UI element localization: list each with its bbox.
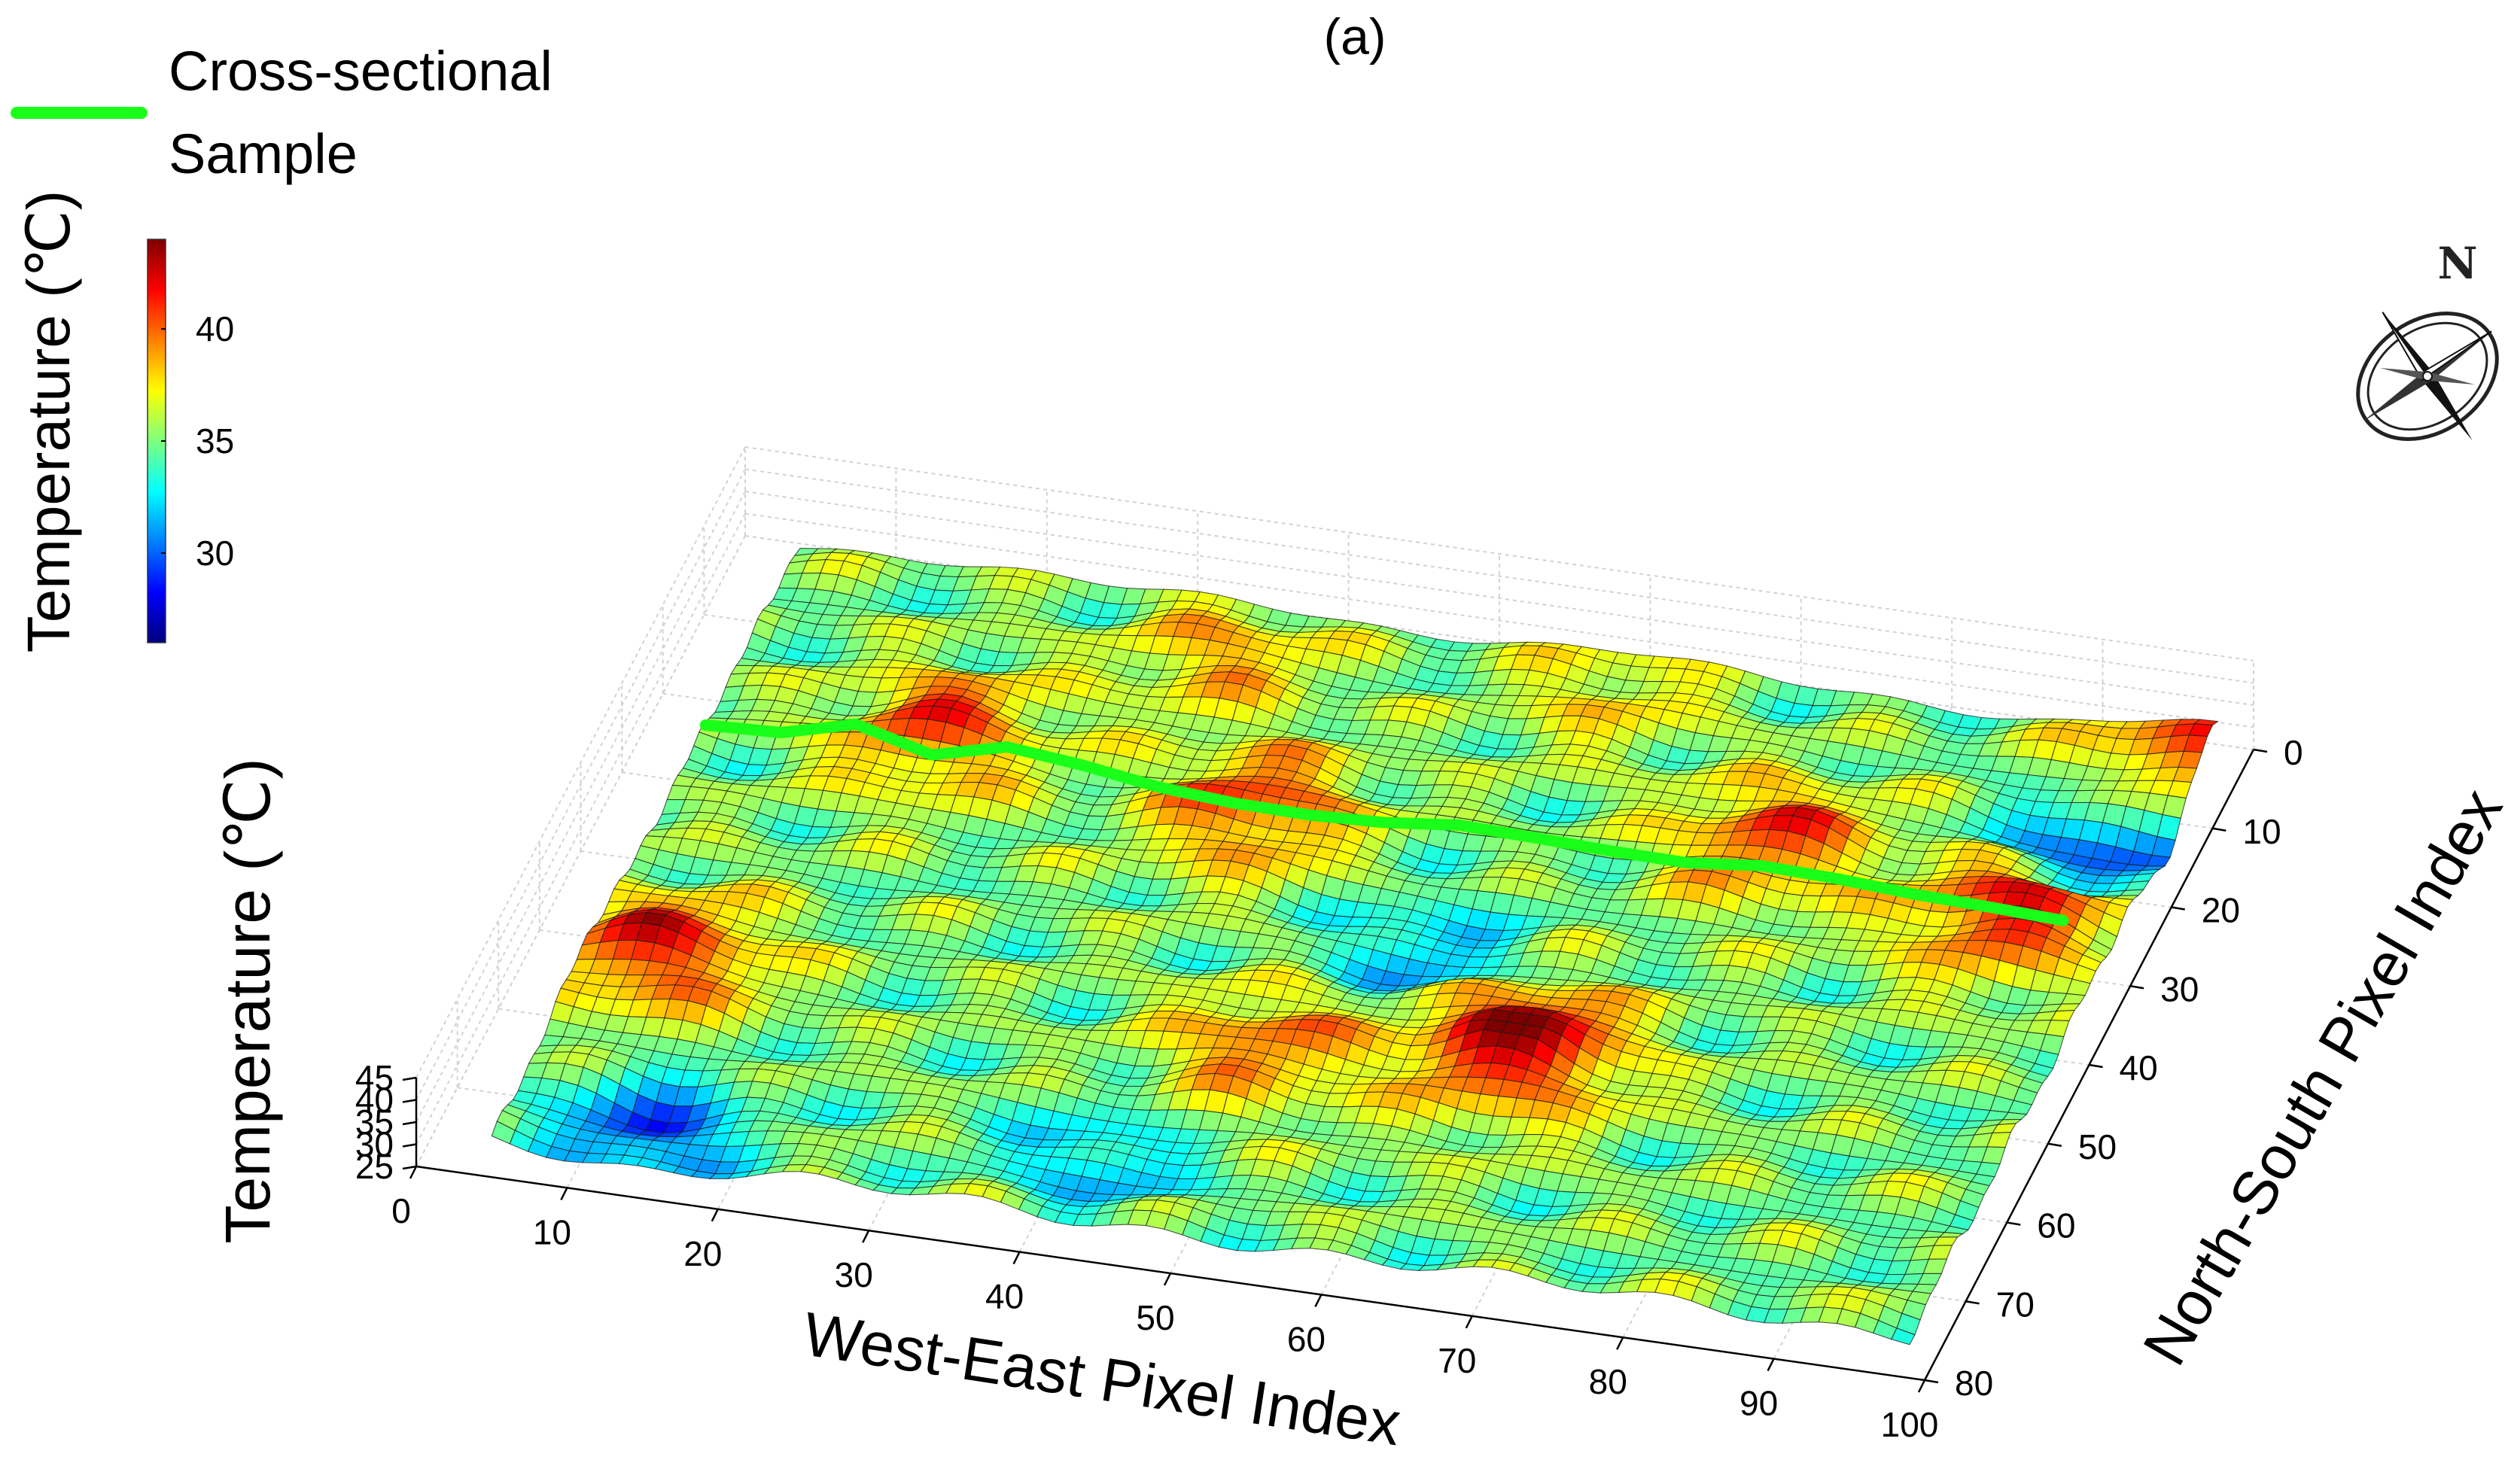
colorbar-tick-label: 35 <box>196 421 234 461</box>
z-tick-mark <box>402 1099 417 1103</box>
x-tick-label: 20 <box>683 1234 722 1273</box>
y-tick-label: 70 <box>1996 1285 2035 1324</box>
cross-section-point <box>702 722 709 728</box>
y-tick-label: 20 <box>2202 891 2240 930</box>
cross-section-point <box>1984 903 1991 910</box>
cross-section-point <box>1834 875 1840 882</box>
z-axis-label: Temperature (℃) <box>212 758 283 1243</box>
x-tick-mark <box>1767 1358 1775 1372</box>
x-tick-label: 90 <box>1739 1384 1778 1423</box>
cross-section-point <box>1230 799 1237 806</box>
cross-section-point <box>928 752 935 759</box>
x-tick-mark <box>1465 1315 1473 1329</box>
colorbar: Temperature (℃) 30 35 40 <box>15 190 234 652</box>
x-tick-mark <box>711 1209 719 1222</box>
temperature-surface <box>491 548 2220 1346</box>
y-tick-label: 30 <box>2160 969 2199 1008</box>
compass-icon: N <box>2356 238 2499 441</box>
colorbar-label: Temperature (℃) <box>15 190 82 652</box>
compass-north-label: N <box>2437 238 2477 289</box>
x-tick-mark <box>560 1187 568 1200</box>
cross-section-point <box>1155 783 1161 790</box>
x-tick-mark <box>1012 1251 1021 1265</box>
x-tick-mark <box>862 1230 870 1243</box>
x-tick-label: 100 <box>1881 1405 1939 1444</box>
y-tick-label: 50 <box>2078 1127 2117 1166</box>
x-tick-label: 60 <box>1287 1319 1326 1358</box>
x-tick-label: 50 <box>1136 1298 1174 1337</box>
legend-label-line1: Cross-sectional <box>169 40 552 102</box>
x-tick-label: 70 <box>1438 1341 1476 1380</box>
cross-section-point <box>1682 859 1689 866</box>
x-tick-label: 30 <box>835 1255 873 1294</box>
cross-section-point <box>1305 811 1312 818</box>
y-tick-mark <box>1924 1379 1939 1384</box>
z-tick-mark <box>402 1165 417 1170</box>
cross-section-point <box>1004 744 1011 750</box>
cross-section-point <box>853 721 860 728</box>
x-tick-label: 0 <box>391 1191 411 1230</box>
y-tick-mark <box>2253 748 2268 753</box>
y-tick-label: 60 <box>2037 1206 2075 1245</box>
y-tick-label: 10 <box>2242 812 2281 851</box>
legend-label-line2: Sample <box>169 123 358 185</box>
x-tick-mark <box>1163 1273 1172 1286</box>
z-tick-mark <box>402 1121 417 1126</box>
colorbar-tick-label: 40 <box>196 309 234 348</box>
x-tick-mark <box>1314 1294 1323 1307</box>
x-tick-mark <box>1616 1337 1624 1350</box>
y-tick-mark <box>1965 1300 1980 1305</box>
colorbar-tick-label: 30 <box>196 534 234 573</box>
y-tick-label: 40 <box>2120 1048 2158 1087</box>
x-tick-label: 40 <box>985 1277 1024 1316</box>
cross-section-point <box>778 729 784 736</box>
chart-title: (a) <box>1323 8 1386 65</box>
cross-section-point <box>1381 820 1388 826</box>
cross-section-point <box>1758 862 1765 869</box>
legend: Cross-sectional Sample <box>11 40 552 185</box>
y-tick-mark <box>2089 1063 2103 1069</box>
z-tick-mark <box>402 1143 417 1148</box>
x-tick-mark <box>1917 1379 1926 1393</box>
y-tick-label: 80 <box>1955 1364 1993 1403</box>
y-tick-mark <box>2212 827 2226 832</box>
cross-section-point <box>1456 822 1463 829</box>
y-tick-mark <box>2007 1221 2021 1226</box>
cross-section-point <box>1532 835 1539 841</box>
cross-section-point <box>2059 917 2066 924</box>
y-tick-mark <box>2047 1142 2062 1147</box>
y-tick-mark <box>2171 906 2185 911</box>
y-tick-label: 0 <box>2284 733 2303 772</box>
z-tick-label: 45 <box>355 1058 394 1097</box>
cross-section-point <box>1607 847 1614 854</box>
y-tick-mark <box>2129 985 2144 990</box>
x-tick-label: 10 <box>533 1212 571 1251</box>
z-tick-mark <box>402 1076 417 1081</box>
x-tick-label: 80 <box>1589 1362 1627 1401</box>
cross-section-point <box>1079 762 1086 768</box>
y-axis-label: North-South Pixel Index <box>2130 778 2505 1376</box>
cross-section-point <box>1909 890 1916 897</box>
